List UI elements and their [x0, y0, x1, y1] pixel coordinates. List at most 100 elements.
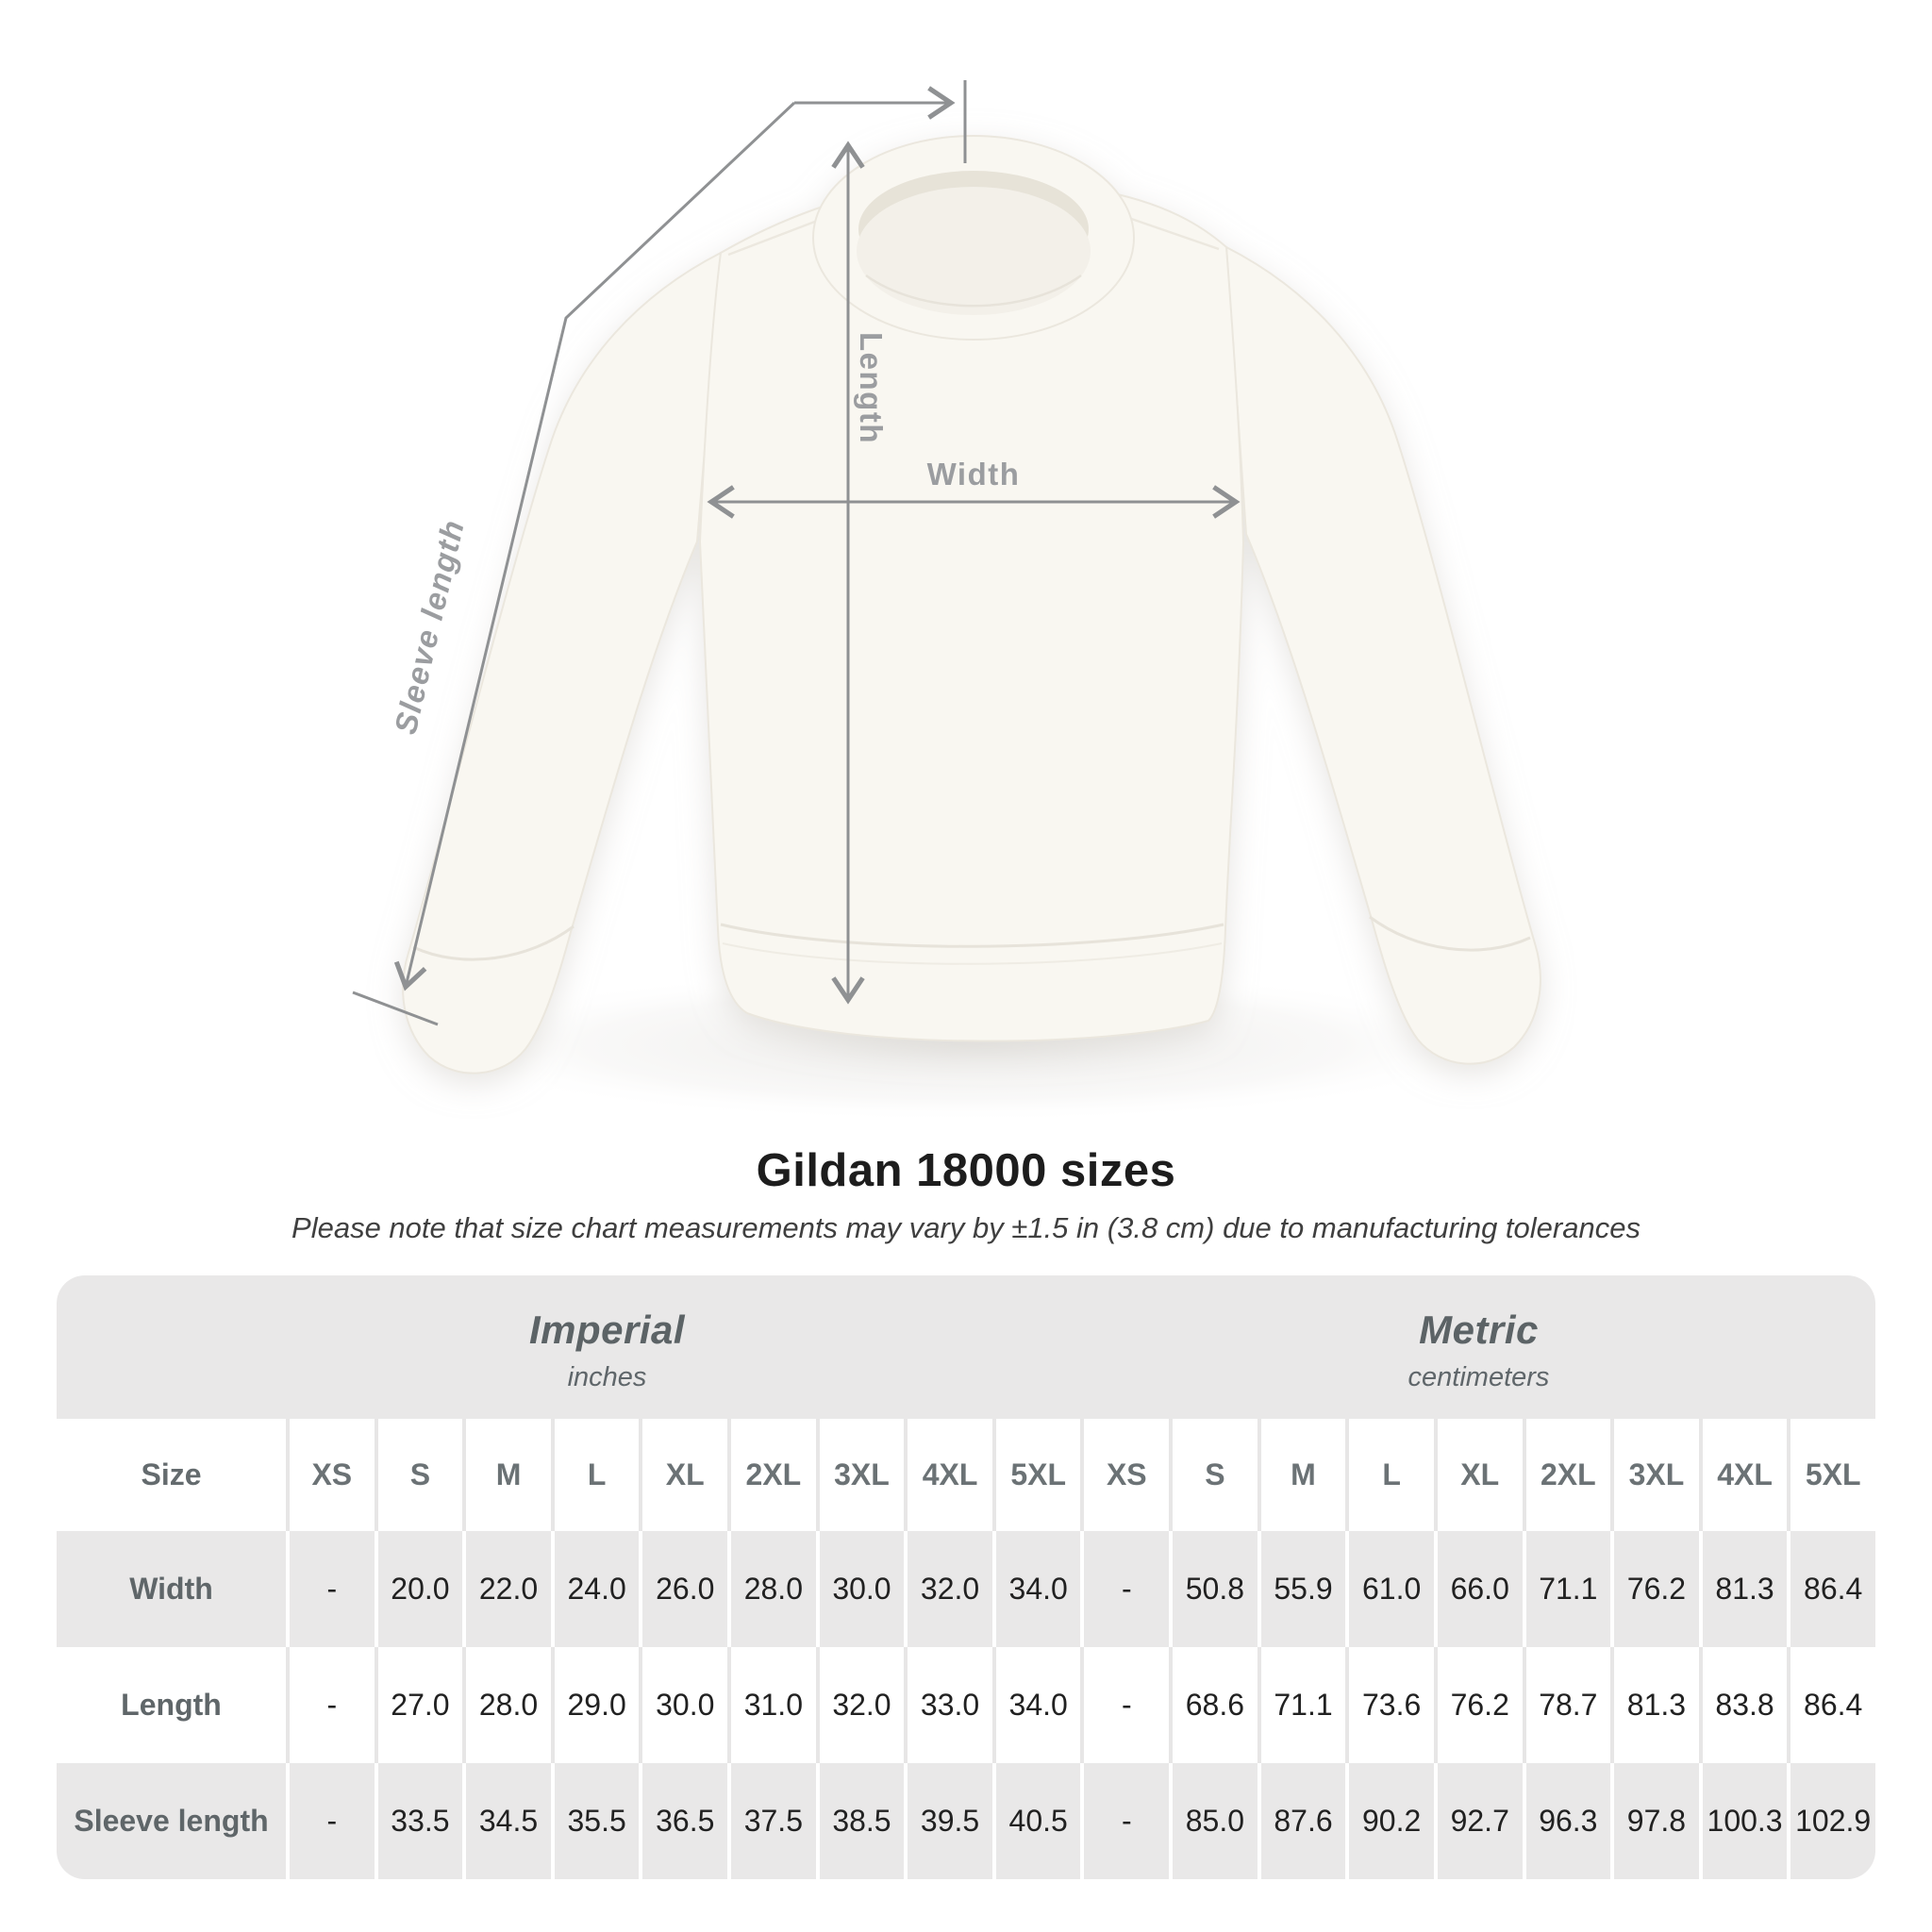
value-cell: 30.0: [639, 1647, 727, 1763]
value-cell: 32.0: [904, 1531, 992, 1647]
value-cell: 81.3: [1698, 1531, 1788, 1647]
value-cell: 85.0: [1169, 1763, 1257, 1879]
size-header-cell: 5XL: [991, 1419, 1081, 1531]
value-cell: 35.5: [550, 1763, 640, 1879]
value-cell: 34.0: [991, 1531, 1081, 1647]
value-cell: 66.0: [1433, 1531, 1523, 1647]
value-cell: 36.5: [639, 1763, 727, 1879]
value-cell: -: [1080, 1531, 1169, 1647]
size-column-header: Size: [141, 1457, 202, 1491]
value-cell: 86.4: [1787, 1531, 1875, 1647]
measurement-annotations: [352, 80, 1241, 1026]
size-header-cell: 2XL: [1522, 1419, 1611, 1531]
value-cell: 28.0: [727, 1531, 816, 1647]
value-cell: 29.0: [550, 1647, 640, 1763]
value-cell: 83.8: [1698, 1647, 1788, 1763]
left-cuff-seam: [412, 924, 575, 961]
imperial-subtitle: inches: [567, 1361, 647, 1392]
collar-stitch: [865, 274, 1082, 308]
imperial-title: Imperial: [528, 1307, 686, 1352]
size-header-cell: M: [462, 1419, 551, 1531]
value-cell: -: [286, 1763, 375, 1879]
value-cell: 38.5: [815, 1763, 905, 1879]
value-cell: 32.0: [815, 1647, 905, 1763]
value-cell: 33.0: [904, 1647, 992, 1763]
value-cell: 34.5: [462, 1763, 551, 1879]
size-header-row: Size XS S M L XL 2XL 3XL 4XL 5XL XS S M L XL 2XL 3XL 4X…: [57, 1419, 1875, 1531]
unit-header-band: Imperial inches Metric centimeters: [57, 1275, 1875, 1419]
value-cell: 24.0: [550, 1531, 640, 1647]
value-cell: 40.5: [991, 1763, 1081, 1879]
value-cell: 31.0: [727, 1647, 816, 1763]
metric-header: Metric centimeters: [1082, 1275, 1875, 1419]
table-row-sleeve-length: Sleeve length -33.5 34.5 35.5 36.5 37.5 38.5 3…: [57, 1763, 1875, 1879]
value-cell: 76.2: [1610, 1531, 1699, 1647]
value-cell: 87.6: [1257, 1763, 1346, 1879]
value-cell: 97.8: [1610, 1763, 1699, 1879]
size-header-cell: XS: [1080, 1419, 1169, 1531]
sleeve-length-arrow: [393, 101, 796, 991]
value-cell: 34.0: [991, 1647, 1081, 1763]
value-cell: 76.2: [1433, 1647, 1523, 1763]
value-cell: -: [1080, 1647, 1169, 1763]
metric-title: Metric: [1419, 1307, 1539, 1352]
size-header-cell: 3XL: [1610, 1419, 1699, 1531]
sweatshirt-diagram: Width Length Sleeve length: [352, 80, 1541, 1123]
table-row-width: Width -20.0 22.0 24.0 26.0 28.0 30.0 32.0 34.0 …: [57, 1531, 1875, 1647]
metric-subtitle: centimeters: [1407, 1361, 1550, 1392]
size-header-cell: 2XL: [727, 1419, 816, 1531]
value-cell: 55.9: [1257, 1531, 1346, 1647]
value-cell: 102.9: [1787, 1763, 1875, 1879]
value-cell: 90.2: [1345, 1763, 1434, 1879]
row-label: Width: [129, 1572, 213, 1606]
value-cell: 37.5: [727, 1763, 816, 1879]
value-cell: 100.3: [1698, 1763, 1788, 1879]
right-sleeve: [1224, 245, 1541, 1065]
page-title: Gildan 18000 sizes: [756, 1145, 1176, 1196]
value-cell: -: [286, 1647, 375, 1763]
size-header-cell: L: [550, 1419, 640, 1531]
collar-inner: [857, 187, 1091, 315]
size-header-cell: 3XL: [815, 1419, 905, 1531]
table-row-length: Length -27.0 28.0 29.0 30.0 31.0 32.0 33.0 34.0…: [57, 1647, 1875, 1763]
row-label: Sleeve length: [74, 1804, 269, 1838]
size-header-cell: M: [1257, 1419, 1346, 1531]
value-cell: 33.5: [374, 1763, 463, 1879]
value-cell: 20.0: [374, 1531, 463, 1647]
hem-seam-inner: [722, 942, 1223, 965]
value-cell: 81.3: [1610, 1647, 1699, 1763]
size-header-cell: XL: [639, 1419, 727, 1531]
value-cell: 28.0: [462, 1647, 551, 1763]
left-sleeve: [402, 251, 723, 1074]
value-cell: 27.0: [374, 1647, 463, 1763]
value-cell: 68.6: [1169, 1647, 1257, 1763]
value-cell: 26.0: [639, 1531, 727, 1647]
size-header-cell: XL: [1433, 1419, 1523, 1531]
size-header-cell: 4XL: [904, 1419, 992, 1531]
right-cuff-seam: [1369, 915, 1531, 952]
value-cell: -: [286, 1531, 375, 1647]
right-shoulder-seam: [1114, 211, 1220, 251]
ground-shadow: [417, 968, 1511, 1123]
value-cell: 78.7: [1522, 1647, 1611, 1763]
value-cell: -: [1080, 1763, 1169, 1879]
sleeve-end-tick: [352, 991, 439, 1026]
value-cell: 92.7: [1433, 1763, 1523, 1879]
value-cell: 22.0: [462, 1531, 551, 1647]
value-cell: 39.5: [904, 1763, 992, 1879]
value-cell: 71.1: [1257, 1647, 1346, 1763]
value-cell: 50.8: [1169, 1531, 1257, 1647]
page-subtitle: Please note that size chart measurements…: [291, 1211, 1641, 1244]
size-header-cell: L: [1345, 1419, 1434, 1531]
width-label: Width: [927, 457, 1021, 491]
hem-seam: [720, 923, 1224, 948]
size-header-cell: XS: [286, 1419, 375, 1531]
value-cell: 86.4: [1787, 1647, 1875, 1763]
value-cell: 73.6: [1345, 1647, 1434, 1763]
sleeve-length-label: Sleeve length: [388, 516, 471, 738]
sweatshirt-illustration: [402, 135, 1541, 1074]
imperial-header: Imperial inches: [57, 1275, 1082, 1419]
size-header-cell: S: [1169, 1419, 1257, 1531]
value-cell: 61.0: [1345, 1531, 1434, 1647]
